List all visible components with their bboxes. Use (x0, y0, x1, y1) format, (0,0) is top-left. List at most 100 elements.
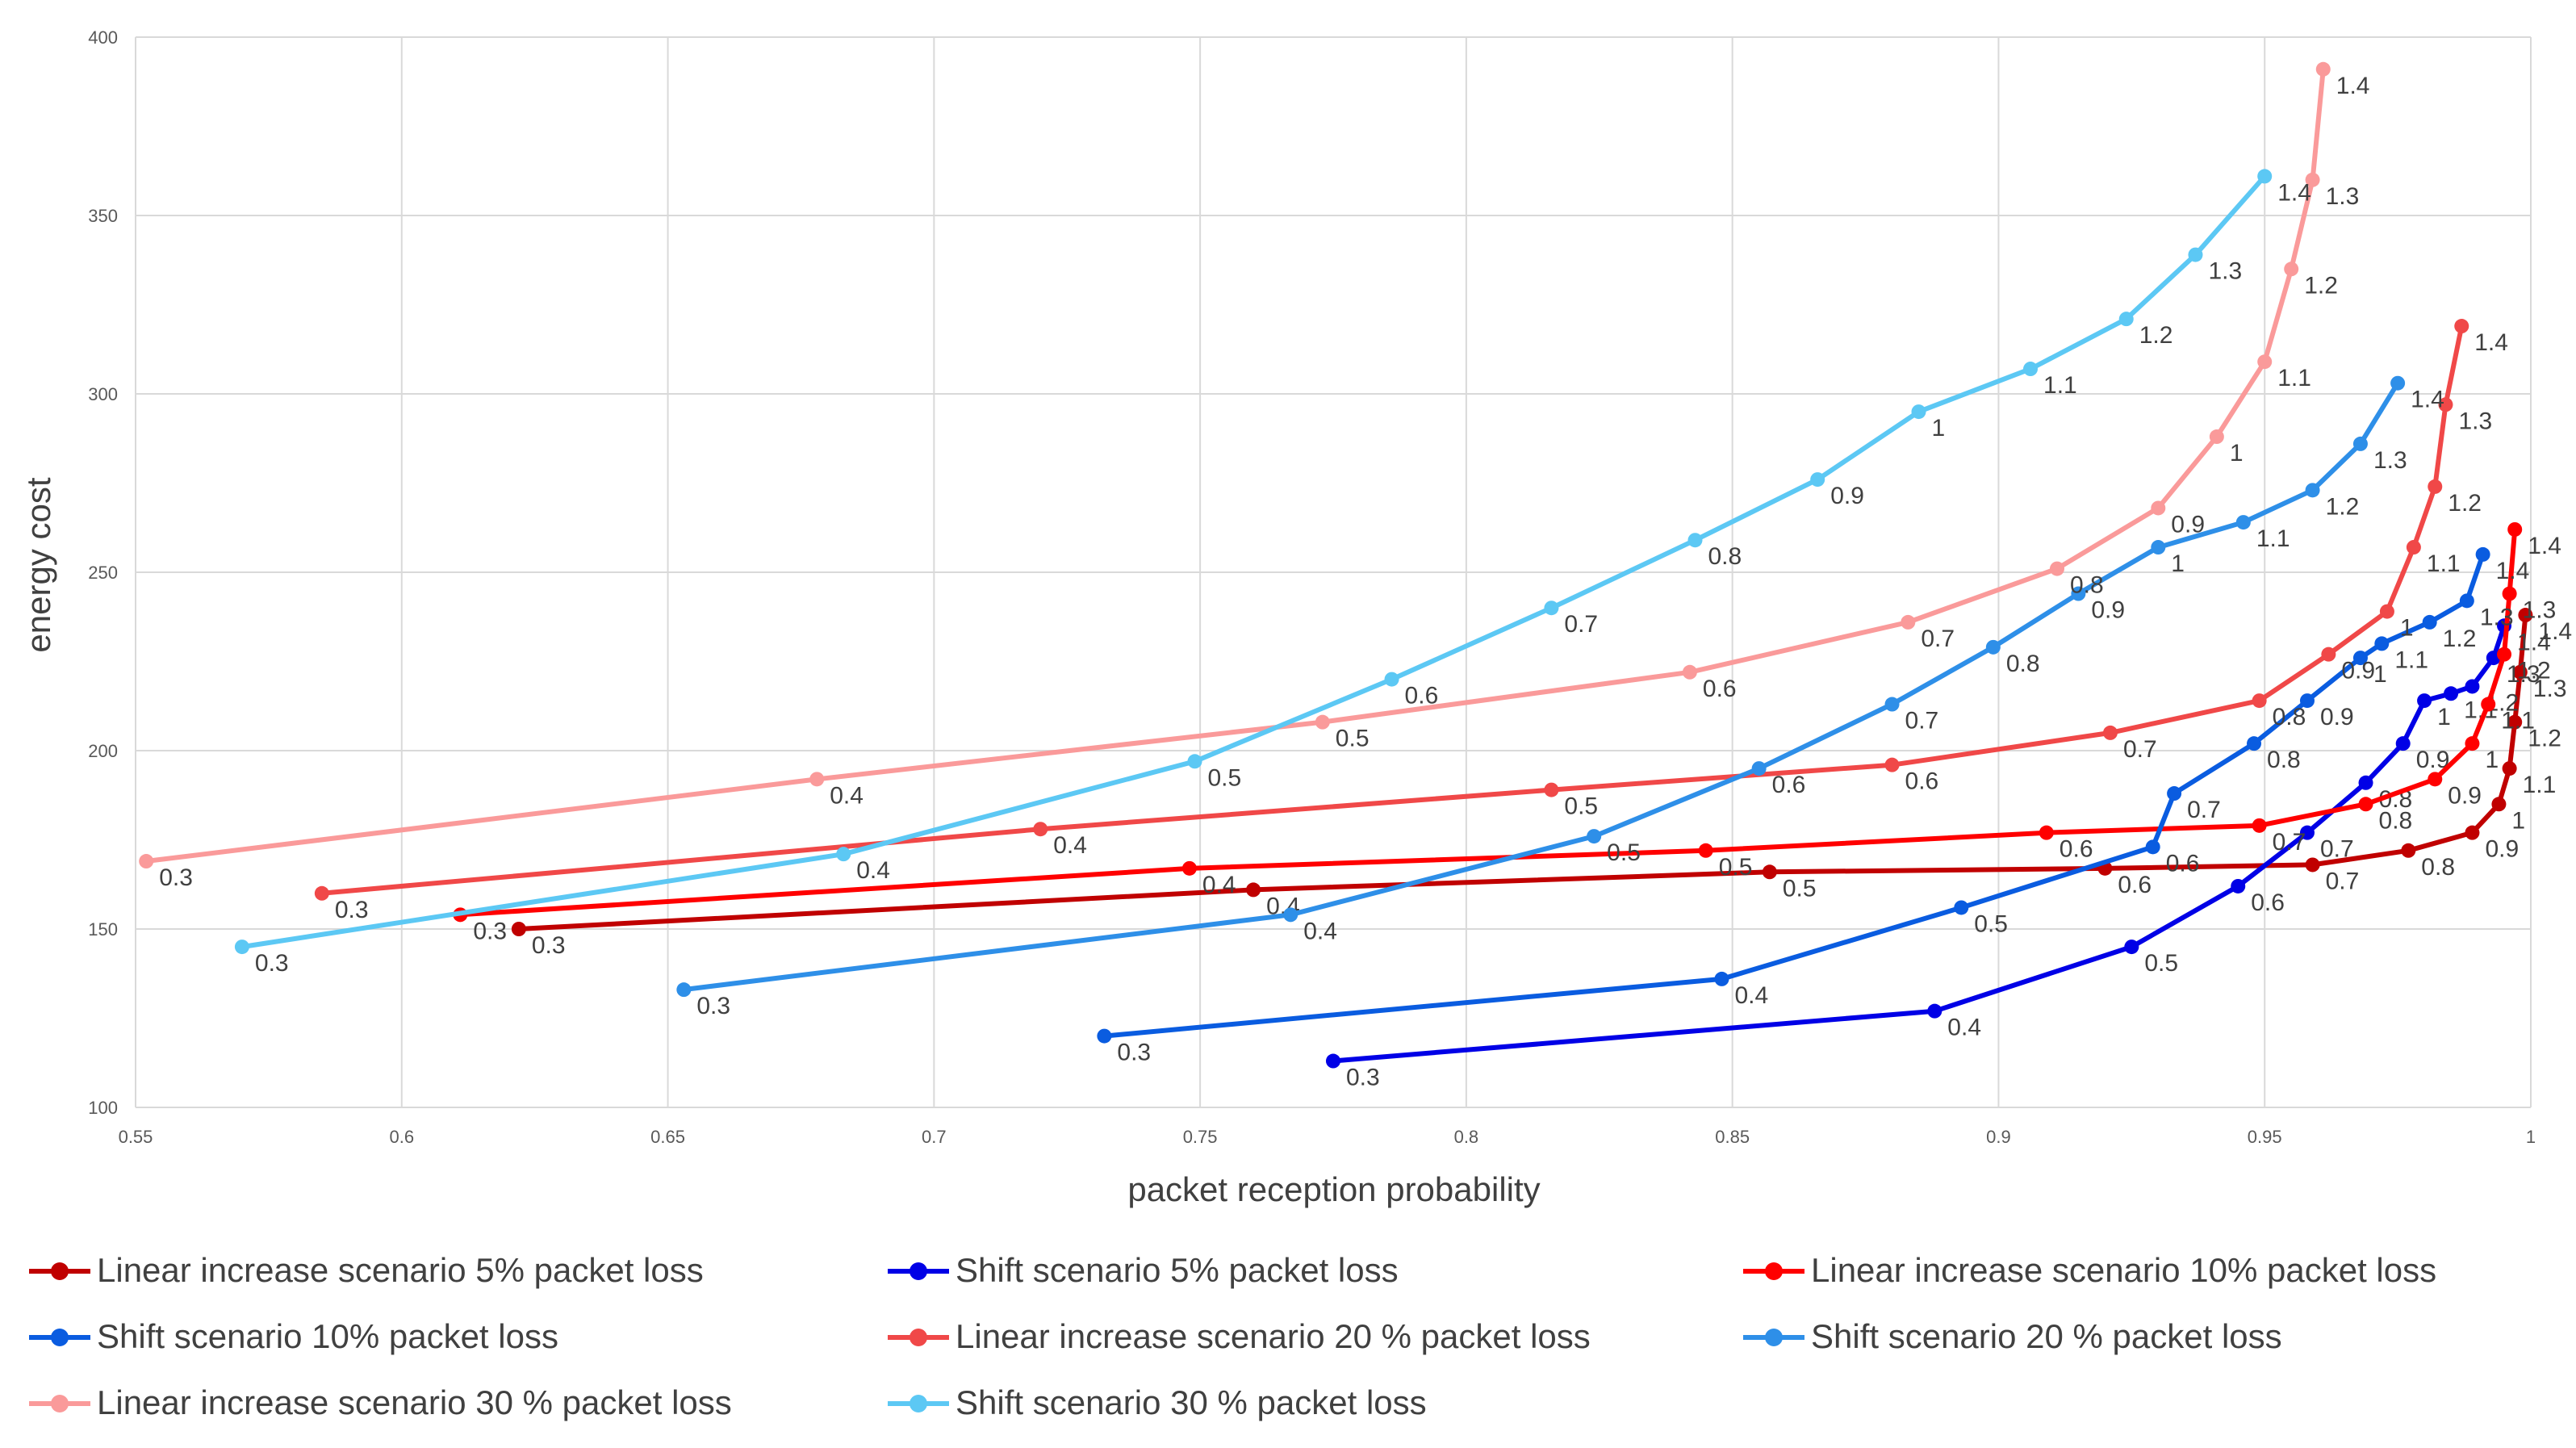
data-point (1954, 900, 1969, 915)
data-point (2352, 436, 2368, 451)
x-tick-label: 0.85 (1715, 1127, 1750, 1147)
data-label: 0.6 (2166, 850, 2200, 877)
data-label: 0.7 (1921, 626, 1955, 652)
data-point (1587, 829, 1602, 844)
x-tick-label: 0.7 (922, 1127, 947, 1147)
data-label: 0.6 (1772, 772, 1806, 798)
data-label: 0.5 (1607, 839, 1641, 866)
data-label: 0.9 (1830, 483, 1864, 509)
data-point (2374, 636, 2390, 651)
legend-swatch (1743, 1312, 1804, 1361)
data-label: 1.3 (2507, 661, 2540, 688)
data-label: 1.4 (2277, 179, 2311, 206)
y-tick-label: 100 (88, 1098, 118, 1118)
legend-item: Shift scenario 30 % packet loss (888, 1379, 1427, 1427)
data-point (2406, 540, 2421, 555)
y-tick-label: 300 (88, 384, 118, 404)
x-tick-label: 0.55 (119, 1127, 153, 1147)
data-label: 1 (2511, 807, 2525, 834)
data-point (2465, 736, 2480, 751)
data-point (2438, 397, 2453, 412)
legend-swatch (29, 1379, 90, 1427)
data-label: 1 (1932, 415, 1946, 442)
data-label: 1.2 (2517, 658, 2551, 684)
legend-item: Shift scenario 10% packet loss (29, 1312, 558, 1361)
x-tick-label: 0.75 (1183, 1127, 1218, 1147)
data-label: 0.3 (532, 932, 566, 959)
data-point (2102, 725, 2118, 740)
data-label: 1.4 (2517, 629, 2551, 655)
data-label: 0.3 (473, 918, 507, 944)
data-point (1315, 714, 1330, 730)
data-label: 0.5 (1783, 875, 1817, 902)
data-point (2417, 693, 2432, 709)
series-7: 0.30.40.50.60.70.80.911.11.21.31.4 (139, 61, 2369, 891)
data-point (2507, 521, 2523, 537)
data-point (1927, 1003, 1942, 1019)
legend-label: Shift scenario 30 % packet loss (956, 1383, 1427, 1421)
data-label: 1.1 (2523, 772, 2557, 798)
data-label: 0.3 (255, 950, 289, 977)
data-point (2167, 786, 2182, 801)
data-point (2395, 736, 2411, 751)
y-tick-label: 250 (88, 563, 118, 583)
legend-swatch (1743, 1246, 1804, 1295)
data-point (2299, 693, 2315, 709)
data-point (2118, 312, 2134, 327)
data-point (2049, 561, 2064, 576)
data-label: 1.4 (2496, 558, 2530, 584)
data-point (2299, 825, 2315, 840)
data-point (1246, 882, 1261, 898)
data-point (1384, 672, 1399, 687)
data-point (2305, 483, 2320, 498)
data-point (2124, 940, 2139, 955)
y-tick-label: 150 (88, 919, 118, 940)
data-point (2465, 679, 2480, 694)
data-point (2188, 247, 2203, 262)
data-label: 1.1 (2394, 647, 2428, 673)
data-label: 0.8 (1708, 543, 1742, 570)
data-label: 0.8 (2421, 854, 2455, 881)
legend-item: Shift scenario 5% packet loss (888, 1246, 1399, 1295)
data-label: 0.3 (1346, 1065, 1380, 1091)
data-label: 0.3 (335, 897, 369, 923)
data-label: 1.2 (2326, 493, 2360, 520)
data-point (2465, 825, 2480, 840)
data-point (2145, 839, 2160, 855)
data-label: 0.8 (2379, 807, 2413, 834)
data-label: 1.4 (2528, 533, 2561, 559)
data-point (2422, 614, 2437, 630)
data-point (1687, 533, 1703, 548)
series-line (239, 174, 2268, 950)
data-label: 0.7 (2273, 829, 2306, 856)
legend-label: Linear increase scenario 5% packet loss (97, 1251, 704, 1289)
data-label: 0.4 (1303, 918, 1337, 944)
series-line (319, 324, 2465, 896)
data-label: 1.1 (2256, 525, 2290, 552)
data-point (2352, 651, 2368, 666)
data-label: 0.6 (2060, 836, 2093, 863)
x-tick-label: 0.65 (650, 1127, 685, 1147)
data-point (1544, 782, 1559, 797)
data-label: 0.8 (2267, 747, 2301, 773)
series-4: 0.30.40.50.60.70.80.911.11.21.31.4 (1097, 546, 2530, 1066)
data-point (2151, 540, 2166, 555)
data-label: 0.5 (1719, 854, 1753, 881)
series-3: 0.3 0.4 0.5 0.6 0.7 0.8 0.9 1 1.1 1.21.3 1.4 (453, 521, 2561, 944)
data-point (2231, 878, 2246, 893)
axes: 0.55 0.6 0.65 0.7 0.75 0.8 0.85 0.9 0.95 1 100 150 2… (88, 27, 2536, 1147)
data-label: 1.3 (2326, 183, 2360, 210)
data-point (1810, 472, 1825, 488)
data-point (2502, 586, 2517, 601)
data-label: 0.9 (2448, 782, 2482, 809)
legend-label: Shift scenario 10% packet loss (97, 1317, 558, 1355)
data-point (2444, 686, 2459, 701)
data-label: 1.2 (2139, 322, 2173, 349)
data-point (1033, 822, 1048, 837)
data-point (2512, 664, 2528, 680)
data-point (2315, 61, 2331, 77)
data-label: 0.6 (1905, 768, 1939, 795)
data-point (2459, 593, 2474, 609)
data-label: 0.5 (2144, 950, 2178, 977)
data-point (1326, 1053, 1340, 1069)
